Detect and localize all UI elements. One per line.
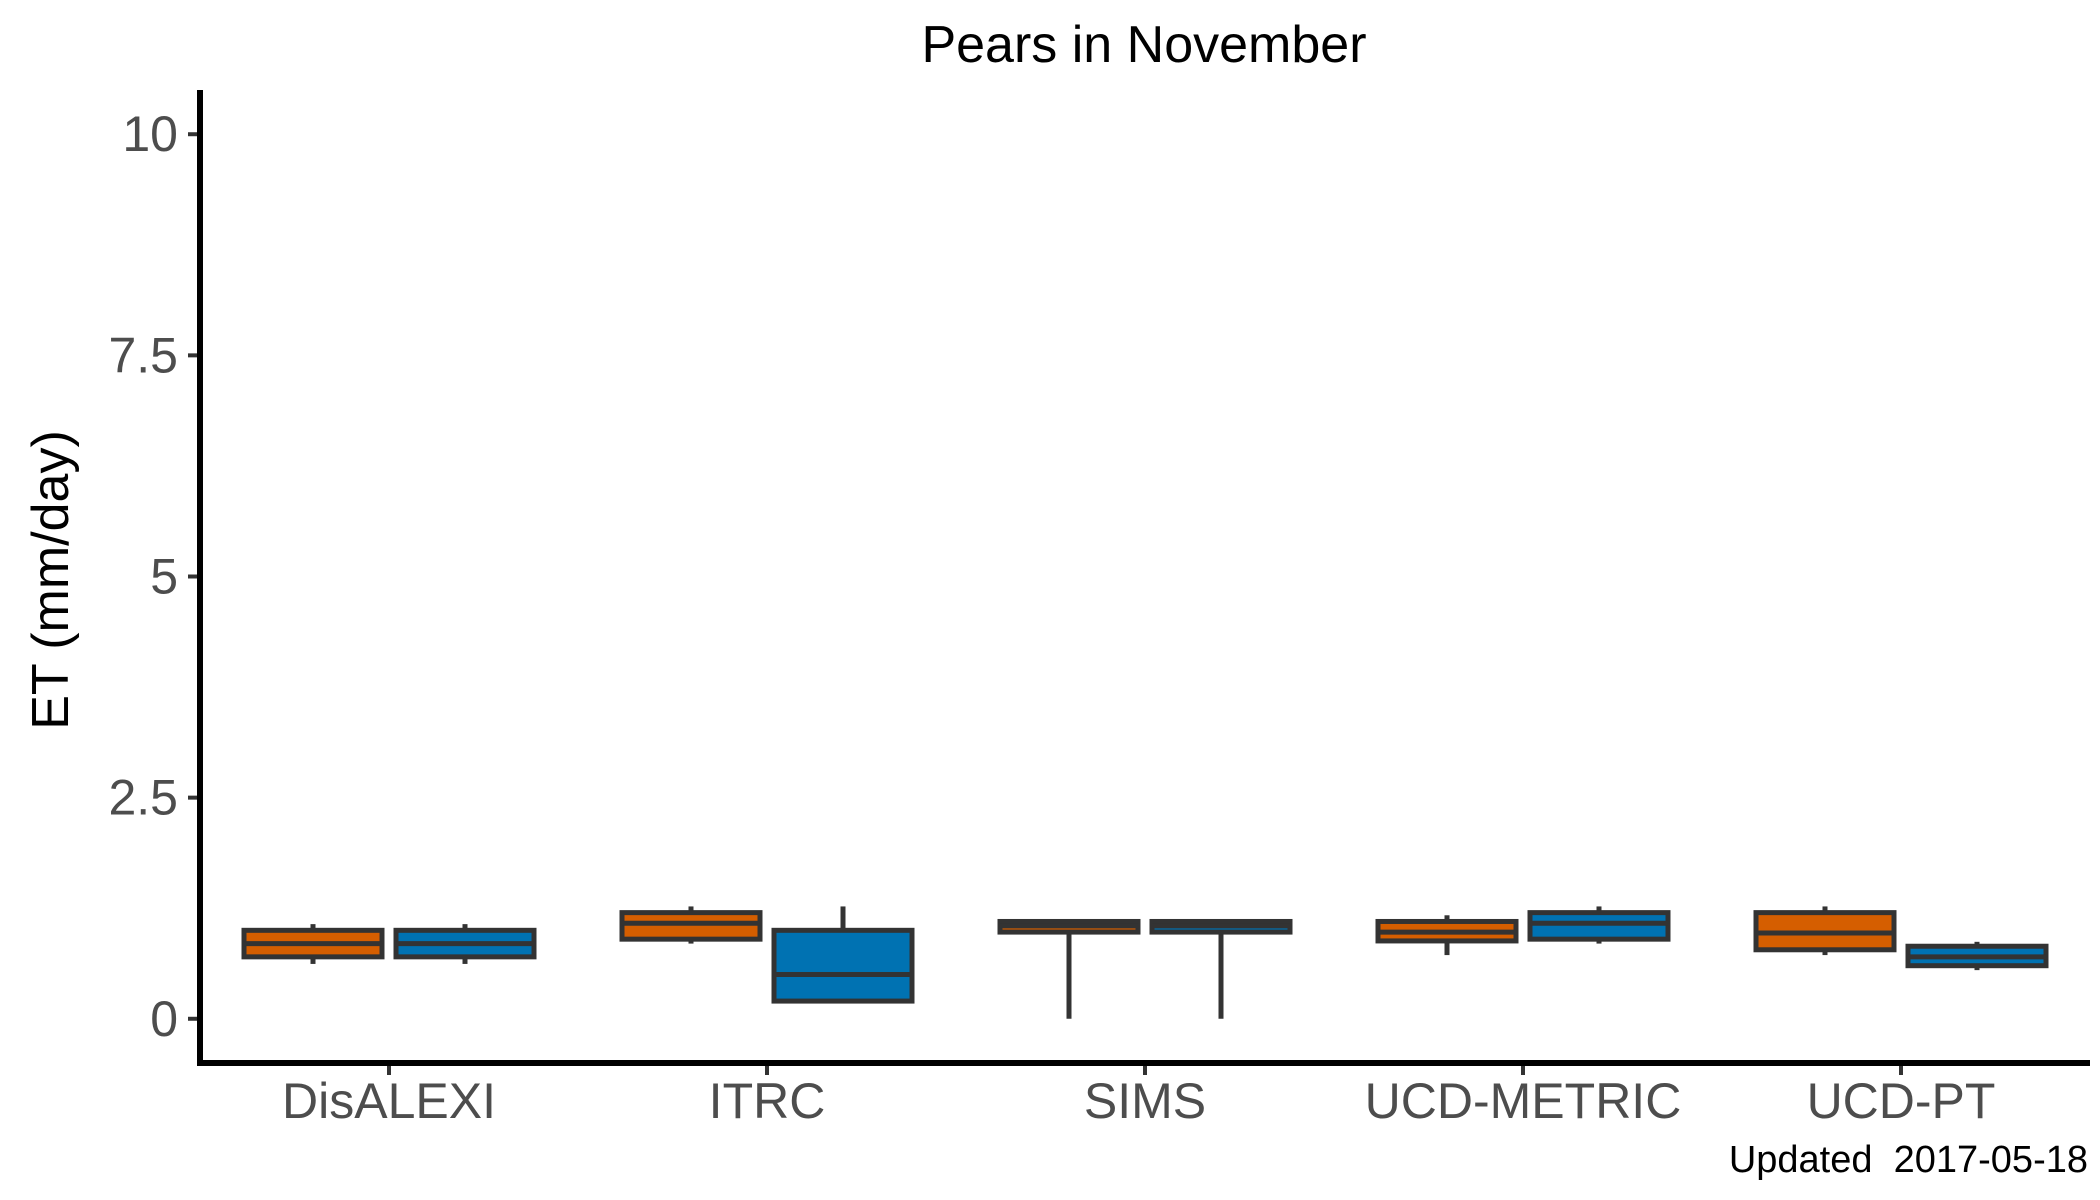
box-2: [393, 924, 537, 964]
updated-caption: Updated 2017-05-18: [1729, 1139, 2088, 1181]
box-iqr: [771, 927, 915, 1004]
x-tick-label: DisALEXI: [282, 1073, 496, 1129]
x-tick-label: UCD-METRIC: [1365, 1073, 1682, 1129]
y-tick-label: 7.5: [108, 327, 178, 383]
x-axis-ticks: DisALEXI ITRC SIMS UCD-METRIC UCD-PT: [282, 1063, 1995, 1129]
box-1: [619, 906, 763, 944]
box-1: [1375, 915, 1519, 956]
box-2: [1527, 906, 1671, 944]
box-iqr: [1527, 910, 1671, 942]
chart-title: Pears in November: [921, 16, 1366, 74]
x-tick-label: UCD-PT: [1807, 1073, 1996, 1129]
box-2: [1905, 941, 2049, 971]
box-2: [771, 906, 915, 1004]
y-tick-label: 10: [122, 106, 178, 162]
y-axis-label: ET (mm/day): [22, 430, 80, 730]
box-iqr: [619, 910, 763, 942]
box-1: [241, 924, 385, 964]
box-1: [1753, 906, 1897, 956]
y-tick-label: 2.5: [108, 770, 178, 826]
box-series: [241, 906, 2049, 1019]
x-tick-label: ITRC: [709, 1073, 826, 1129]
y-tick-label: 0: [150, 991, 178, 1047]
box-1: [997, 918, 1141, 1019]
y-axis-ticks: 0 2.5 5 7.5 10: [108, 106, 200, 1047]
box-2: [1149, 918, 1293, 1019]
x-tick-label: SIMS: [1084, 1073, 1206, 1129]
y-tick-label: 5: [150, 549, 178, 605]
